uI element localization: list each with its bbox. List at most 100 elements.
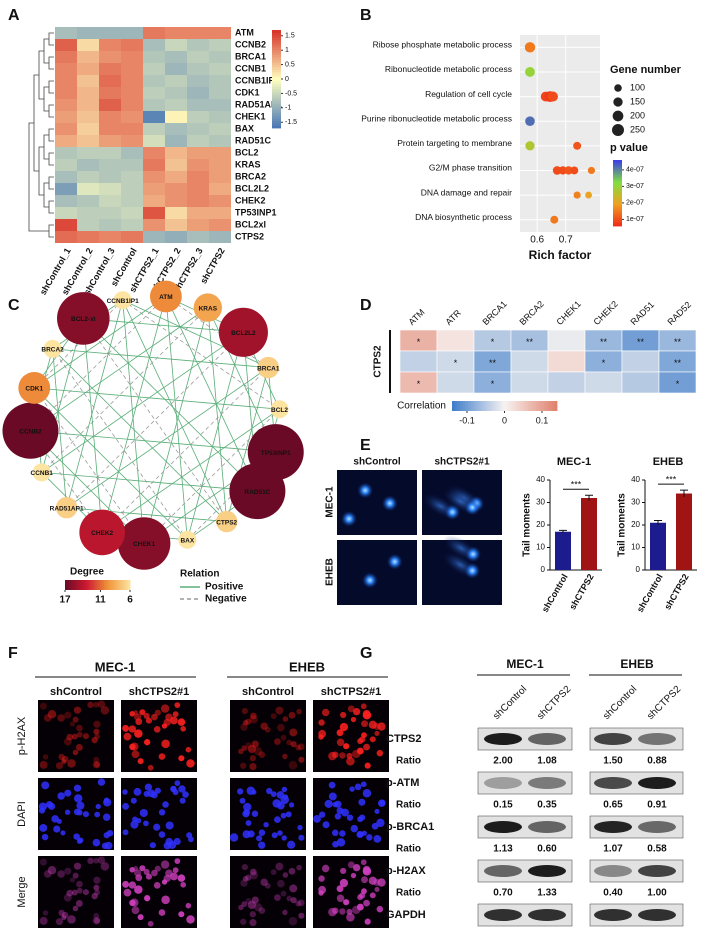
network-edge bbox=[33, 387, 145, 544]
row-label: BRCA1 bbox=[235, 51, 266, 61]
colorbar-segment bbox=[613, 183, 622, 186]
heatmap-cell bbox=[99, 159, 121, 171]
colorbar-tick-label: -1 bbox=[285, 105, 291, 112]
heatmap-cell bbox=[121, 63, 143, 75]
error-bar bbox=[654, 520, 662, 525]
cell bbox=[73, 862, 82, 870]
y-tick-label: 30 bbox=[536, 498, 545, 507]
colorbar-segment bbox=[272, 49, 281, 53]
heatmap-cell bbox=[99, 135, 121, 147]
cell bbox=[94, 733, 101, 740]
cell bbox=[246, 786, 256, 795]
comet-head bbox=[381, 495, 398, 512]
colorbar-segment bbox=[272, 64, 281, 68]
cell bbox=[290, 741, 297, 748]
network-edge bbox=[52, 348, 227, 522]
fluorescence-image bbox=[230, 856, 306, 928]
colorbar-segment bbox=[488, 401, 492, 411]
cell bbox=[42, 754, 49, 760]
colorbar-segment bbox=[613, 194, 622, 197]
heatmap-cell bbox=[165, 231, 187, 243]
heatmap-cell bbox=[121, 39, 143, 51]
cell bbox=[103, 797, 110, 804]
network-edge bbox=[122, 300, 145, 544]
heatmap-cell bbox=[121, 195, 143, 207]
network-node bbox=[215, 510, 238, 533]
heatmap-cell bbox=[121, 231, 143, 243]
cell bbox=[122, 802, 130, 810]
cell bbox=[340, 711, 347, 719]
cell bbox=[130, 820, 139, 829]
cell bbox=[296, 708, 302, 715]
significance-label: * bbox=[454, 358, 458, 368]
size-legend-label: 250 bbox=[630, 124, 645, 134]
cell bbox=[339, 830, 346, 837]
cell bbox=[256, 835, 263, 842]
colorbar-segment bbox=[272, 108, 281, 112]
colorbar-segment bbox=[613, 191, 622, 194]
cell bbox=[43, 870, 52, 878]
colorbar-segment bbox=[272, 39, 281, 43]
colorbar-segment bbox=[613, 169, 622, 172]
blot-band bbox=[484, 733, 522, 745]
cell bbox=[163, 718, 171, 727]
cell bbox=[356, 747, 364, 755]
cell bbox=[144, 783, 153, 791]
x-tick-label: shCTPS2 bbox=[662, 572, 690, 611]
y-tick-label: 0 bbox=[541, 565, 546, 574]
heatmap-cell bbox=[55, 27, 77, 39]
colorbar-segment bbox=[613, 204, 622, 207]
heatmap-cell bbox=[436, 329, 475, 352]
cell bbox=[137, 914, 144, 921]
cell bbox=[339, 722, 349, 732]
panel-letter: G bbox=[360, 645, 372, 662]
heatmap-cell bbox=[121, 123, 143, 135]
colorbar-segment bbox=[272, 105, 281, 109]
network-node bbox=[18, 371, 51, 404]
cell bbox=[368, 876, 377, 885]
colorbar-segment bbox=[491, 401, 495, 411]
cell bbox=[147, 789, 156, 798]
cell bbox=[47, 865, 57, 875]
cell bbox=[93, 912, 100, 919]
cell bbox=[75, 900, 83, 907]
size-legend-title: Gene number bbox=[610, 64, 682, 76]
ratio-value: 0.58 bbox=[647, 844, 667, 855]
cell bbox=[350, 872, 357, 879]
cell bbox=[76, 731, 83, 738]
cell bbox=[332, 840, 339, 848]
cell bbox=[143, 790, 150, 797]
cell bbox=[331, 751, 339, 759]
cell bbox=[274, 816, 281, 823]
cell bbox=[331, 829, 339, 837]
heatmap-cell bbox=[77, 207, 99, 219]
cell bbox=[43, 714, 52, 722]
panel-letter: A bbox=[8, 7, 20, 24]
colorbar-segment bbox=[272, 30, 281, 33]
degree-gradient bbox=[106, 580, 109, 590]
cell bbox=[145, 717, 153, 724]
cell bbox=[343, 743, 350, 750]
heatmap-cell bbox=[209, 219, 231, 231]
blot-band bbox=[484, 777, 522, 789]
heatmap-cell bbox=[99, 219, 121, 231]
cell bbox=[288, 867, 296, 875]
ratio-value: 1.07 bbox=[603, 844, 623, 855]
cell bbox=[258, 829, 266, 836]
blot-band bbox=[594, 865, 632, 877]
bubble bbox=[570, 166, 579, 175]
heatmap-cell bbox=[209, 159, 231, 171]
colorbar-segment bbox=[486, 401, 490, 411]
heatmap-cell bbox=[165, 123, 187, 135]
heatmap-cell bbox=[187, 219, 209, 231]
cell bbox=[57, 714, 65, 722]
heatmap-cell bbox=[121, 183, 143, 195]
heatmap-cell bbox=[187, 75, 209, 87]
cell bbox=[245, 874, 252, 881]
heatmap-cell bbox=[209, 39, 231, 51]
colorbar-segment bbox=[522, 401, 526, 411]
cell bbox=[249, 715, 258, 724]
cell bbox=[331, 907, 339, 915]
cell bbox=[154, 787, 161, 794]
heatmap-cell bbox=[55, 159, 77, 171]
